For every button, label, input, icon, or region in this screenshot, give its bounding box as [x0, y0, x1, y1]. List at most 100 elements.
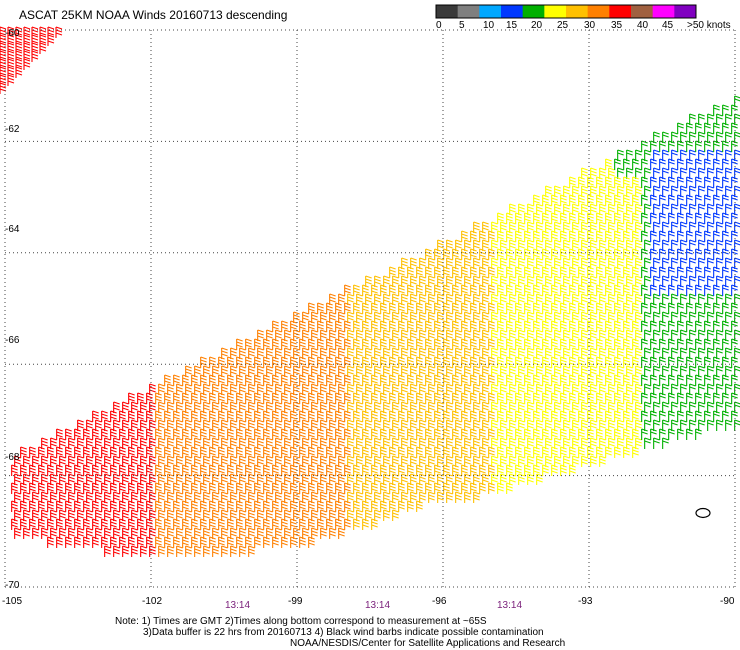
- wind-barb: [326, 518, 333, 530]
- wind-barb-stroke: [428, 257, 435, 269]
- wind-barb: [686, 140, 693, 152]
- wind-barb: [662, 257, 669, 269]
- y-tick-label: -62: [5, 124, 20, 135]
- wind-barb-stroke: [263, 356, 270, 368]
- wind-barb-stroke: [104, 509, 111, 521]
- wind-barb-stroke: [110, 482, 117, 494]
- wind-barb: [569, 446, 576, 458]
- wind-barb: [281, 410, 288, 422]
- wind-barb-stroke: [320, 347, 327, 359]
- wind-barb: [659, 410, 666, 422]
- wind-barb: [209, 536, 216, 548]
- wind-barb: [344, 356, 351, 368]
- wind-barb: [86, 473, 93, 485]
- wind-barb: [101, 536, 108, 548]
- wind-barb-stroke: [569, 356, 576, 368]
- wind-barb-stroke: [509, 419, 516, 431]
- wind-barb-stroke: [635, 185, 642, 197]
- wind-barb-stroke: [599, 365, 606, 377]
- wind-barb: [515, 248, 522, 260]
- wind-barb-stroke: [335, 374, 342, 386]
- wind-barb-stroke: [644, 275, 651, 287]
- wind-barb: [581, 437, 588, 449]
- wind-barb: [536, 239, 543, 251]
- colorbar-swatch: [587, 5, 610, 18]
- wind-barb: [320, 509, 327, 521]
- wind-barb-stroke: [509, 239, 516, 251]
- wind-barb-stroke: [707, 275, 714, 287]
- wind-barb: [137, 428, 144, 440]
- wind-barb: [569, 266, 576, 278]
- wind-barb: [41, 473, 48, 485]
- wind-barb: [428, 455, 435, 467]
- wind-barb: [329, 473, 336, 485]
- wind-barb-stroke: [230, 383, 237, 395]
- wind-barb: [380, 428, 387, 440]
- wind-barb: [734, 239, 740, 251]
- wind-barb: [716, 275, 723, 287]
- wind-barb: [239, 473, 246, 485]
- wind-barb: [455, 437, 462, 449]
- wind-barb: [128, 482, 135, 494]
- wind-barb: [614, 302, 621, 314]
- wind-barb: [500, 383, 507, 395]
- wind-barb-stroke: [635, 347, 642, 359]
- wind-barb: [716, 329, 723, 341]
- wind-barb: [140, 401, 147, 413]
- wind-barb-stroke: [698, 401, 705, 413]
- wind-barb-stroke: [650, 374, 657, 386]
- wind-barb-stroke: [371, 464, 378, 476]
- wind-barb: [398, 410, 405, 422]
- wind-barb: [410, 383, 417, 395]
- wind-barb-stroke: [707, 239, 714, 251]
- y-tick-label: -60: [5, 28, 20, 39]
- wind-barb: [281, 482, 288, 494]
- wind-barb-stroke: [491, 221, 498, 233]
- wind-barb: [275, 383, 282, 395]
- wind-barb: [707, 365, 714, 377]
- wind-barb-stroke: [155, 536, 162, 548]
- wind-barb: [362, 518, 369, 530]
- wind-barb-stroke: [572, 311, 579, 323]
- wind-barb-stroke: [185, 401, 192, 413]
- wind-barb: [689, 293, 696, 305]
- wind-barb-stroke: [578, 446, 585, 458]
- wind-barb-stroke: [398, 446, 405, 458]
- wind-barb: [257, 329, 264, 341]
- wind-barb: [299, 356, 306, 368]
- wind-barb-stroke: [167, 527, 174, 539]
- wind-barb-stroke: [518, 203, 525, 215]
- wind-barb-stroke: [491, 383, 498, 395]
- wind-barb: [554, 419, 561, 431]
- x-tick-label: -96: [432, 596, 447, 607]
- wind-barb-stroke: [596, 284, 603, 296]
- wind-barb: [47, 482, 54, 494]
- wind-barb: [572, 203, 579, 215]
- wind-barb-stroke: [254, 338, 261, 350]
- wind-barb: [509, 437, 516, 449]
- wind-barb-stroke: [644, 203, 651, 215]
- wind-barb-stroke: [545, 293, 552, 305]
- wind-barb-stroke: [347, 347, 354, 359]
- wind-barb-stroke: [632, 302, 639, 314]
- wind-barb-stroke: [146, 518, 153, 530]
- wind-barb-stroke: [317, 464, 324, 476]
- wind-barb: [20, 500, 27, 512]
- wind-barb-stroke: [92, 500, 99, 512]
- wind-barb-stroke: [524, 392, 531, 404]
- wind-barb: [365, 473, 372, 485]
- wind-barb: [38, 518, 45, 530]
- wind-barb-stroke: [185, 419, 192, 431]
- wind-barb: [284, 509, 291, 521]
- wind-barb: [581, 185, 588, 197]
- wind-barb: [92, 518, 99, 530]
- wind-barb-stroke: [326, 320, 333, 332]
- wind-barb-stroke: [308, 338, 315, 350]
- wind-barb: [536, 455, 543, 467]
- wind-barb: [191, 464, 198, 476]
- wind-barb-stroke: [398, 374, 405, 386]
- wind-barb-stroke: [452, 356, 459, 368]
- wind-barb: [659, 194, 666, 206]
- wind-barb: [680, 185, 687, 197]
- wind-barb-stroke: [686, 194, 693, 206]
